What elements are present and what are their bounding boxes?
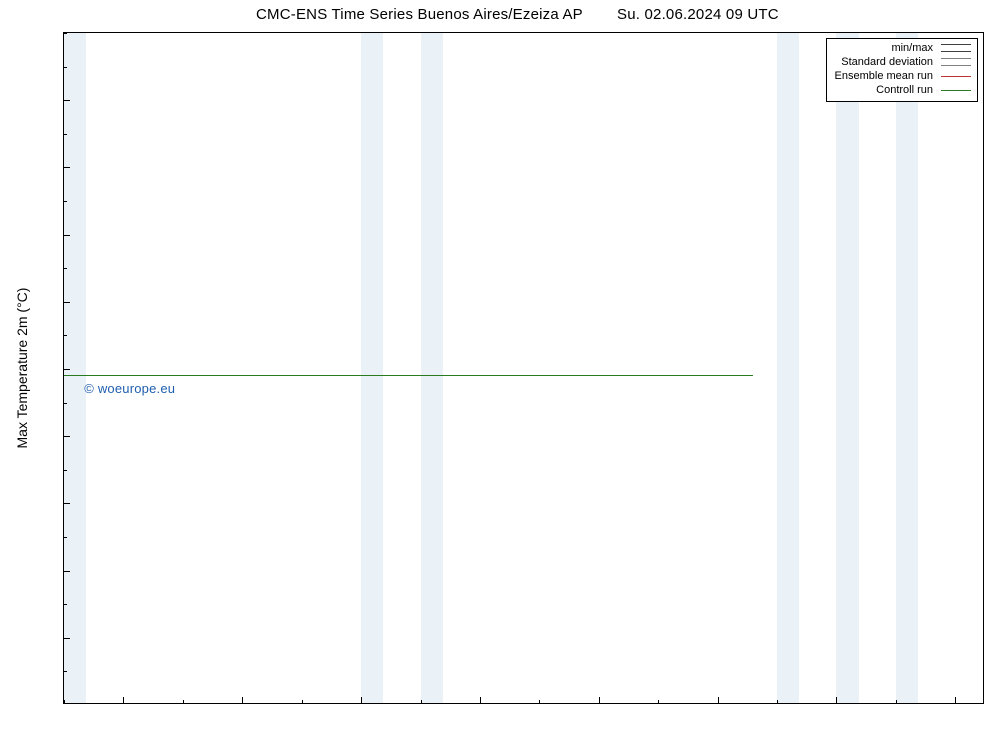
shaded-band: [836, 33, 858, 703]
legend-item: min/max: [833, 41, 971, 55]
y-minor-tick-mark: [64, 134, 67, 135]
y-minor-tick-mark: [64, 604, 67, 605]
y-tick-mark: [64, 167, 70, 168]
x-minor-tick-mark: [183, 700, 184, 703]
legend-label: Controll run: [876, 83, 933, 97]
y-axis-label: Max Temperature 2m (°C): [14, 268, 30, 468]
chart-title-right: Su. 02.06.2024 09 UTC: [617, 6, 779, 23]
y-minor-tick-mark: [64, 67, 67, 68]
legend-swatch: [941, 85, 971, 95]
legend-label: Standard deviation: [841, 55, 933, 69]
controll-run-line: [64, 375, 753, 376]
legend-label: min/max: [891, 41, 933, 55]
legend-label: Ensemble mean run: [835, 69, 933, 83]
x-tick-mark: [955, 697, 956, 703]
y-minor-tick-mark: [64, 671, 67, 672]
x-minor-tick-mark: [64, 700, 65, 703]
x-minor-tick-mark: [539, 700, 540, 703]
legend-item: Ensemble mean run: [833, 69, 971, 83]
shaded-band: [896, 33, 918, 703]
plot-area: -800-600-400-2000200400600800100004.0606…: [63, 32, 984, 704]
y-minor-tick-mark: [64, 537, 67, 538]
legend-swatch: [941, 43, 971, 53]
x-tick-mark: [836, 697, 837, 703]
legend: min/maxStandard deviationEnsemble mean r…: [826, 38, 978, 102]
x-minor-tick-mark: [302, 700, 303, 703]
legend-swatch: [941, 71, 971, 81]
legend-item: Standard deviation: [833, 55, 971, 69]
y-tick-mark: [64, 100, 70, 101]
shaded-band: [361, 33, 383, 703]
y-tick-mark: [64, 235, 70, 236]
legend-swatch: [941, 57, 971, 67]
y-tick-mark: [64, 571, 70, 572]
x-tick-mark: [123, 697, 124, 703]
chart-title-left: CMC-ENS Time Series Buenos Aires/Ezeiza …: [256, 6, 583, 23]
y-tick-mark: [64, 369, 70, 370]
x-tick-mark: [480, 697, 481, 703]
watermark: © woeurope.eu: [84, 381, 175, 396]
x-minor-tick-mark: [896, 700, 897, 703]
x-tick-mark: [361, 697, 362, 703]
x-tick-mark: [599, 697, 600, 703]
shaded-band: [421, 33, 443, 703]
x-minor-tick-mark: [658, 700, 659, 703]
shaded-band: [64, 33, 86, 703]
y-tick-mark: [64, 503, 70, 504]
x-minor-tick-mark: [777, 700, 778, 703]
y-minor-tick-mark: [64, 403, 67, 404]
y-minor-tick-mark: [64, 470, 67, 471]
y-minor-tick-mark: [64, 268, 67, 269]
x-minor-tick-mark: [421, 700, 422, 703]
x-tick-mark: [718, 697, 719, 703]
y-minor-tick-mark: [64, 33, 67, 34]
y-minor-tick-mark: [64, 335, 67, 336]
y-tick-mark: [64, 436, 70, 437]
y-minor-tick-mark: [64, 201, 67, 202]
y-tick-mark: [64, 638, 70, 639]
chart-container: CMC-ENS Time Series Buenos Aires/Ezeiza …: [0, 0, 1000, 733]
y-tick-mark: [64, 302, 70, 303]
x-tick-mark: [242, 697, 243, 703]
shaded-band: [777, 33, 799, 703]
legend-item: Controll run: [833, 83, 971, 97]
